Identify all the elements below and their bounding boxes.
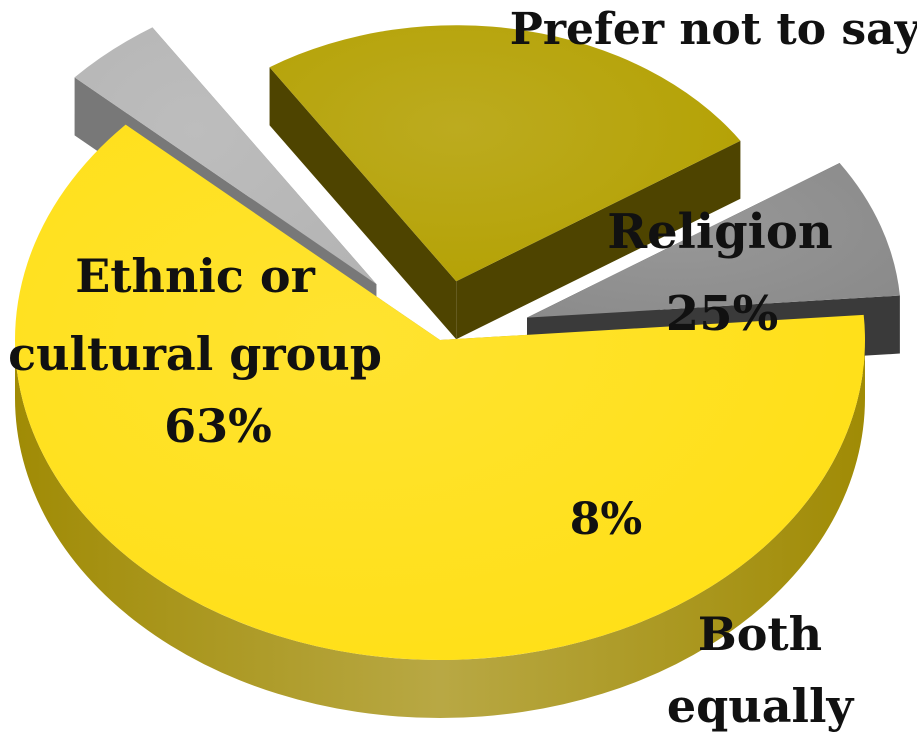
slice-label: Religion xyxy=(607,204,833,260)
slice-label: Both xyxy=(698,607,822,661)
slice-value-label: 25% xyxy=(666,286,778,342)
slice-label: equally xyxy=(667,679,855,733)
slice-value-label: 63% xyxy=(164,399,272,453)
slice-label: cultural group xyxy=(8,327,382,381)
slice-edge-face xyxy=(456,140,741,340)
slice-value-label: 8% xyxy=(570,494,642,545)
pie-slice xyxy=(14,124,866,661)
pie-slice xyxy=(269,25,741,282)
slice-label: Ethnic or xyxy=(75,249,315,303)
slice-side xyxy=(15,340,865,718)
slice-edge-face xyxy=(269,67,457,340)
pie-slice xyxy=(74,27,377,285)
pie-slice xyxy=(527,163,900,318)
slice-label: Prefer not to say xyxy=(510,4,917,55)
slice-tops xyxy=(14,25,900,661)
slice-labels: Ethnic or cultural group 63% Prefer not to … xyxy=(8,4,917,733)
